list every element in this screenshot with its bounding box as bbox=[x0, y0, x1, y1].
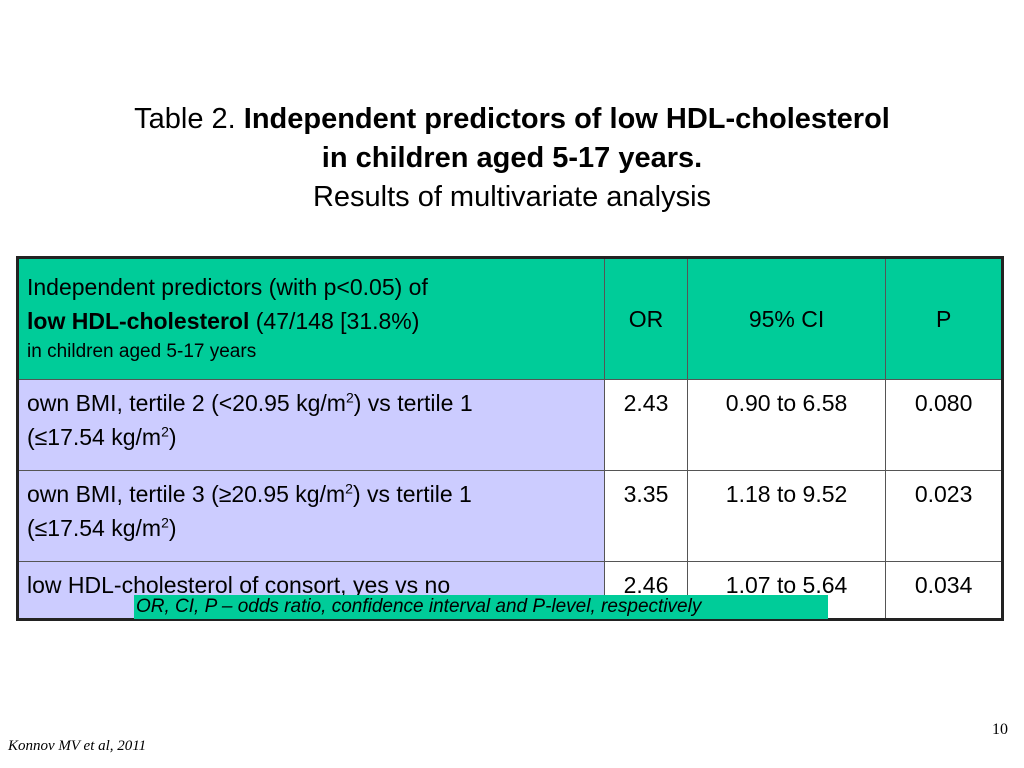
header-predictors-line-1: Independent predictors (with p<0.05) of bbox=[27, 274, 428, 300]
table-row: own BMI, tertile 2 (<20.95 kg/m2) vs ter… bbox=[16, 379, 1003, 471]
row-or: 2.43 bbox=[604, 379, 688, 471]
slide-title: Table 2. Independent predictors of low H… bbox=[0, 100, 1024, 217]
superscript: 2 bbox=[345, 480, 353, 497]
row-ci: 0.90 to 6.58 bbox=[686, 379, 887, 471]
header-or: OR bbox=[604, 257, 688, 380]
header-predictors-line-3: in children aged 5-17 years bbox=[27, 341, 257, 362]
citation: Konnov MV et al, 2011 bbox=[8, 738, 147, 754]
superscript: 2 bbox=[161, 423, 169, 440]
header-predictors: Independent predictors (with p<0.05) of … bbox=[16, 257, 606, 380]
title-prefix: Table 2. bbox=[134, 103, 244, 135]
row-predictor-text: ) vs tertile 1 bbox=[353, 390, 473, 416]
row-predictor-text: (≤17.54 kg/m bbox=[27, 424, 162, 450]
row-p: 0.023 bbox=[885, 470, 1003, 562]
header-predictors-bold: low HDL-cholesterol bbox=[27, 308, 250, 334]
header-predictors-line-2: low HDL-cholesterol (47/148 [31.8%) bbox=[27, 304, 596, 338]
row-predictor-text: ) bbox=[168, 515, 177, 541]
row-predictor: own BMI, tertile 3 (≥20.95 kg/m2) vs ter… bbox=[16, 470, 606, 562]
title-line-1: Table 2. Independent predictors of low H… bbox=[0, 100, 1024, 139]
row-or: 3.35 bbox=[604, 470, 688, 562]
title-subtitle: Results of multivariate analysis bbox=[312, 181, 712, 213]
header-ci: 95% CI bbox=[686, 257, 887, 380]
row-p: 0.034 bbox=[885, 561, 1003, 620]
header-p: P bbox=[885, 257, 1003, 380]
superscript: 2 bbox=[345, 389, 354, 406]
header-predictors-count: (47/148 [31.8%) bbox=[249, 308, 420, 334]
row-predictor: own BMI, tertile 2 (<20.95 kg/m2) vs ter… bbox=[16, 379, 606, 471]
footnote: OR, CI, P – odds ratio, confidence inter… bbox=[134, 595, 828, 619]
row-ci: 1.18 to 9.52 bbox=[686, 470, 887, 562]
row-predictor-text: own BMI, tertile 2 (<20.95 kg/m bbox=[27, 390, 346, 416]
row-p: 0.080 bbox=[885, 379, 1003, 471]
row-predictor-text: ) vs tertile 1 bbox=[352, 481, 472, 507]
row-predictor-text: (≤17.54 kg/m bbox=[27, 515, 162, 541]
row-predictor-text: own BMI, tertile 3 (≥20.95 kg/m bbox=[27, 481, 346, 507]
title-bold-line-2: in children aged 5-17 years. bbox=[321, 142, 703, 174]
table-row: own BMI, tertile 3 (≥20.95 kg/m2) vs ter… bbox=[16, 470, 1003, 562]
predictors-table: Independent predictors (with p<0.05) of … bbox=[16, 256, 1004, 621]
page-number: 10 bbox=[992, 721, 1008, 738]
title-bold-line-1: Independent predictors of low HDL-choles… bbox=[243, 103, 890, 135]
superscript: 2 bbox=[161, 514, 169, 531]
table-header-row: Independent predictors (with p<0.05) of … bbox=[16, 257, 1003, 380]
row-predictor-text: ) bbox=[168, 424, 177, 450]
